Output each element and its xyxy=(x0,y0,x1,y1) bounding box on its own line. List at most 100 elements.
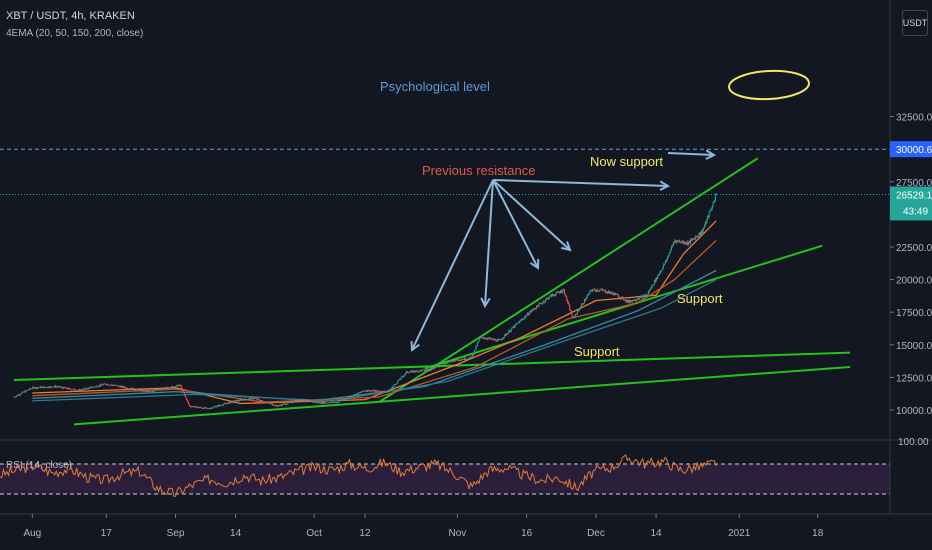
candle-body xyxy=(513,326,515,328)
candle-body xyxy=(146,391,148,392)
candle-body xyxy=(163,387,165,390)
candle-body xyxy=(484,338,486,339)
candle-body xyxy=(161,388,163,390)
candle-body xyxy=(369,390,371,392)
candle-body xyxy=(179,384,181,386)
candle-body xyxy=(292,401,294,403)
candle-body xyxy=(113,385,115,387)
candle-body xyxy=(247,399,249,401)
candle-body xyxy=(498,339,500,341)
candle-body xyxy=(504,334,506,335)
candle-body xyxy=(222,405,224,406)
candle-body xyxy=(99,385,101,386)
candle-body xyxy=(329,402,331,404)
candle-body xyxy=(283,403,285,405)
candle-body xyxy=(546,298,548,300)
candle-body xyxy=(551,294,553,297)
candle-body xyxy=(84,388,86,390)
candle-body xyxy=(252,397,254,400)
candle-body xyxy=(24,390,26,393)
candle-body xyxy=(252,398,254,400)
candle-body xyxy=(87,388,89,389)
candle-body xyxy=(690,239,692,241)
candle-body xyxy=(301,399,303,401)
candle-body xyxy=(51,387,53,388)
candle-body xyxy=(662,266,664,270)
candle-body xyxy=(114,385,116,387)
candle-body xyxy=(490,338,492,340)
candle-body xyxy=(459,360,461,361)
candle-body xyxy=(255,398,257,400)
candle-body xyxy=(516,323,518,325)
candle-body xyxy=(330,401,332,403)
candle-body xyxy=(496,341,498,342)
candle-body xyxy=(302,399,304,401)
candle-body xyxy=(399,379,401,380)
candle-body xyxy=(469,356,471,358)
candle-body xyxy=(501,338,503,340)
candle-body xyxy=(318,402,320,404)
candle-body xyxy=(553,294,555,296)
candle-body xyxy=(549,295,551,298)
candle-body xyxy=(616,293,618,295)
candle-body xyxy=(486,338,488,340)
candle-body xyxy=(633,299,635,301)
candle-body xyxy=(456,360,458,361)
candle-body xyxy=(706,218,708,223)
candle-body xyxy=(274,405,276,406)
candle-body xyxy=(452,360,454,362)
candle-body xyxy=(94,386,96,388)
candle-body xyxy=(120,386,122,388)
candle-body xyxy=(390,387,392,390)
candle-body xyxy=(135,389,137,391)
candle-body xyxy=(195,406,197,408)
candle-body xyxy=(597,289,599,292)
candle-body xyxy=(675,240,677,243)
candle-body xyxy=(626,300,628,303)
candle-body xyxy=(552,294,554,296)
candle-body xyxy=(541,303,543,305)
indicator-legend[interactable]: 4EMA (20, 50, 150, 200, close) xyxy=(6,28,144,39)
candle-body xyxy=(684,241,686,244)
candle-body xyxy=(620,297,622,299)
target-highlight-ellipse xyxy=(728,69,810,101)
candle-body xyxy=(245,398,247,400)
symbol-title[interactable]: XBT / USDT, 4h, KRAKEN xyxy=(6,10,135,22)
candle-body xyxy=(500,339,501,340)
candle-body xyxy=(327,402,329,404)
candle-body xyxy=(525,316,527,317)
candle-body xyxy=(489,337,491,340)
x-tick-label: 16 xyxy=(521,528,533,539)
candle-body xyxy=(226,403,228,405)
candle-body xyxy=(100,384,102,386)
candle-body xyxy=(244,398,246,401)
candle-body xyxy=(317,402,319,403)
candle-body xyxy=(617,294,619,295)
candle-body xyxy=(181,389,183,391)
currency-unit-button[interactable]: USDT xyxy=(902,10,928,36)
candle-body xyxy=(20,394,22,395)
candle-body xyxy=(69,388,71,390)
candle-body xyxy=(455,359,457,361)
annotation-arrows xyxy=(410,69,810,352)
candle-body xyxy=(545,298,547,301)
candle-body xyxy=(331,401,333,403)
candle-body xyxy=(668,253,670,257)
candle-body xyxy=(173,386,175,388)
candle-body xyxy=(473,353,475,356)
candle-body xyxy=(251,397,253,399)
candle-body xyxy=(506,333,508,335)
candle-body xyxy=(43,386,45,388)
candle-body xyxy=(292,402,294,403)
candle-body xyxy=(176,384,178,386)
candle-body xyxy=(165,387,167,389)
candle-body xyxy=(643,295,645,297)
candle-body xyxy=(319,402,321,404)
candle-body xyxy=(714,200,716,203)
candle-body xyxy=(248,398,250,400)
candle-body xyxy=(433,368,435,370)
arrow-head xyxy=(705,149,717,160)
candle-body xyxy=(81,390,83,391)
candle-body xyxy=(641,296,643,299)
